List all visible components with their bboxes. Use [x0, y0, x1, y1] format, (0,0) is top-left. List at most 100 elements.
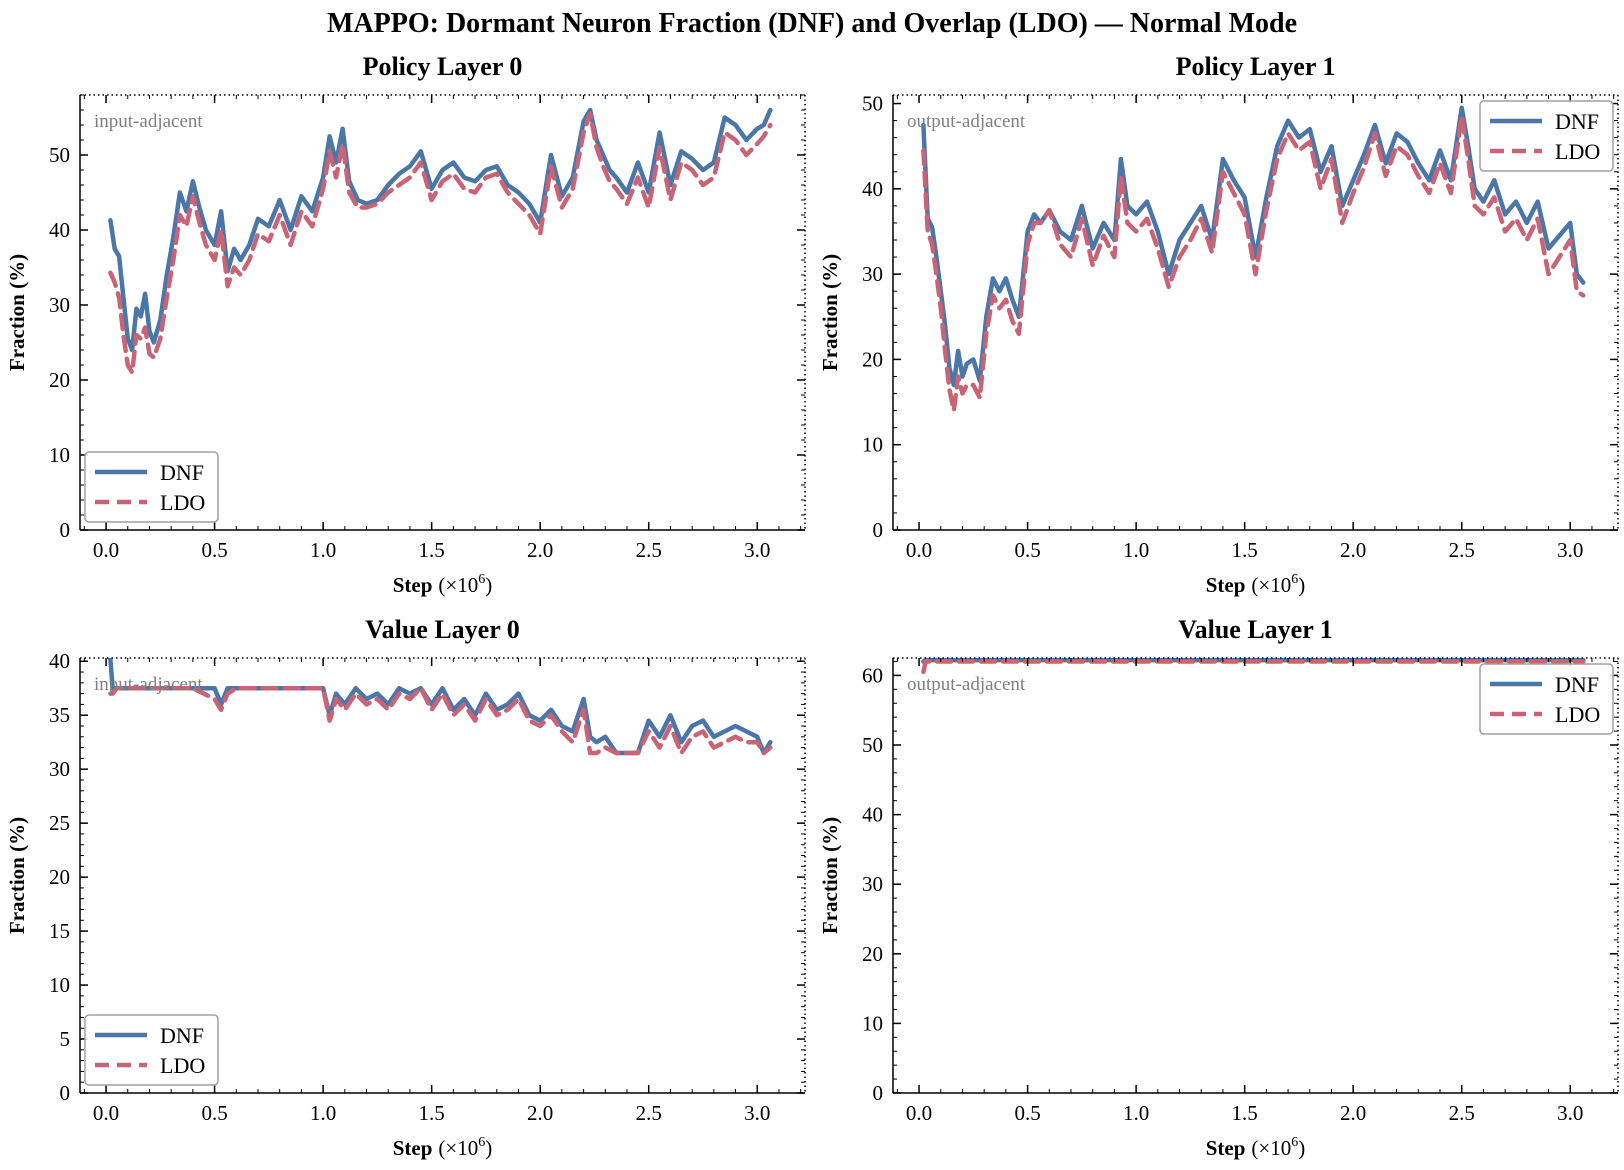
panel-2: Value Layer 0 0.0 0.5 1.0 1.5 2.0 2.5 3.0 0 5 10 15…	[5, 615, 806, 1160]
x-tick-label: 0.0	[906, 538, 932, 562]
y-tick-label: 50	[862, 92, 883, 116]
panel-title: Value Layer 1	[1178, 615, 1333, 644]
x-tick-label: 0.5	[201, 1101, 227, 1125]
y-tick-label: 10	[49, 443, 70, 467]
x-tick-label: 0.5	[1014, 538, 1040, 562]
x-axis-label: Step (×106)	[393, 1135, 493, 1160]
legend-label-dnf: DNF	[160, 1023, 204, 1048]
y-tick-label: 10	[862, 1011, 883, 1035]
legend: DNF LDO	[84, 451, 219, 523]
y-tick-label: 15	[49, 919, 70, 943]
panel-annotation: output-adjacent	[907, 674, 1026, 695]
y-tick-label: 0	[873, 1081, 884, 1105]
axes-frame	[892, 94, 1619, 531]
y-tick-label: 20	[862, 942, 883, 966]
x-tick-label: 1.5	[1232, 538, 1258, 562]
y-tick-label: 0	[873, 518, 884, 542]
x-tick-label: 3.0	[744, 538, 770, 562]
panel-annotation: input-adjacent	[94, 111, 203, 132]
series-group	[108, 658, 773, 756]
y-tick-label: 20	[862, 347, 883, 371]
series-line-dnf	[108, 107, 773, 353]
y-tick-label: 35	[49, 703, 70, 727]
x-tick-label: 0.0	[906, 1101, 932, 1125]
panel-0: Policy Layer 0 0.0 0.5 1.0 1.5 2.0 2.5 3.0 0 10 20…	[5, 52, 806, 597]
legend: DNF LDO	[1479, 663, 1614, 735]
x-axis-label-exponent: 6	[478, 1135, 485, 1150]
x-axis-label-exponent: 6	[478, 572, 485, 587]
figure-title: MAPPO: Dormant Neuron Fraction (DNF) and…	[327, 8, 1297, 39]
x-tick-label: 1.5	[419, 1101, 445, 1125]
y-tick-label: 40	[49, 218, 70, 242]
series-line-ldo	[108, 685, 773, 756]
y-tick-label: 40	[862, 803, 883, 827]
legend: DNF LDO	[84, 1014, 219, 1086]
legend: DNF LDO	[1479, 100, 1614, 172]
x-axis-label: Step (×106)	[1206, 1135, 1306, 1160]
series-line-dnf	[108, 658, 773, 756]
series-line-ldo	[921, 659, 1586, 675]
y-tick-label: 25	[49, 811, 70, 835]
panel-annotation: output-adjacent	[907, 111, 1026, 132]
x-tick-label: 1.0	[310, 538, 336, 562]
x-axis-label-name: Step	[1206, 1136, 1246, 1160]
x-tick-label: 3.0	[1557, 538, 1583, 562]
y-axis-label: Fraction (%)	[5, 254, 29, 371]
y-tick-label: 20	[49, 368, 70, 392]
series-group	[108, 107, 773, 375]
legend-label-dnf: DNF	[160, 460, 204, 485]
x-axis-label: Step (×106)	[1206, 572, 1306, 597]
x-axis-label: Step (×106)	[393, 572, 493, 597]
legend-label-ldo: LDO	[1555, 702, 1600, 727]
x-tick-label: 3.0	[744, 1101, 770, 1125]
x-tick-label: 0.0	[93, 538, 119, 562]
x-tick-label: 1.0	[1123, 1101, 1149, 1125]
x-axis-label-close: )	[1298, 573, 1305, 597]
y-tick-label: 30	[862, 872, 883, 896]
series-line-ldo	[921, 114, 1586, 413]
y-axis-label: Fraction (%)	[818, 254, 842, 371]
legend-label-ldo: LDO	[160, 1053, 205, 1078]
y-axis-label: Fraction (%)	[5, 817, 29, 934]
panel-title: Policy Layer 1	[1176, 52, 1336, 81]
x-tick-label: 2.5	[1449, 1101, 1475, 1125]
x-tick-label: 2.5	[1449, 538, 1475, 562]
x-tick-label: 2.0	[1340, 1101, 1366, 1125]
series-group	[921, 105, 1586, 413]
axes-frame	[79, 657, 806, 1094]
legend-label-dnf: DNF	[1555, 109, 1599, 134]
series-group	[921, 658, 1586, 675]
y-tick-label: 10	[49, 973, 70, 997]
legend-label-ldo: LDO	[160, 490, 205, 515]
x-axis-label-unit: (×10	[438, 1136, 478, 1160]
x-tick-label: 0.5	[201, 538, 227, 562]
axes-frame	[79, 94, 806, 531]
x-axis-label-unit: (×10	[1251, 573, 1291, 597]
y-tick-label: 30	[49, 757, 70, 781]
x-axis-label-exponent: 6	[1291, 1135, 1298, 1150]
y-tick-label: 40	[49, 649, 70, 673]
y-tick-label: 50	[49, 143, 70, 167]
y-tick-label: 60	[862, 663, 883, 687]
y-tick-label: 0	[60, 1081, 71, 1105]
x-tick-label: 0.0	[93, 1101, 119, 1125]
y-tick-label: 40	[862, 177, 883, 201]
x-axis-label-name: Step	[1206, 573, 1246, 597]
panel-title: Policy Layer 0	[363, 52, 523, 81]
panel-title: Value Layer 0	[365, 615, 520, 644]
y-tick-label: 30	[862, 262, 883, 286]
x-tick-label: 2.0	[1340, 538, 1366, 562]
x-axis-label-unit: (×10	[438, 573, 478, 597]
legend-label-ldo: LDO	[1555, 139, 1600, 164]
y-tick-label: 5	[60, 1027, 71, 1051]
x-tick-label: 2.5	[636, 538, 662, 562]
y-tick-label: 0	[60, 518, 71, 542]
y-axis-label: Fraction (%)	[818, 817, 842, 934]
axes-frame	[892, 657, 1619, 1094]
y-tick-label: 50	[862, 733, 883, 757]
series-line-ldo	[108, 111, 773, 375]
x-axis-label-close: )	[485, 573, 492, 597]
legend-label-dnf: DNF	[1555, 672, 1599, 697]
x-axis-label-name: Step	[393, 573, 433, 597]
